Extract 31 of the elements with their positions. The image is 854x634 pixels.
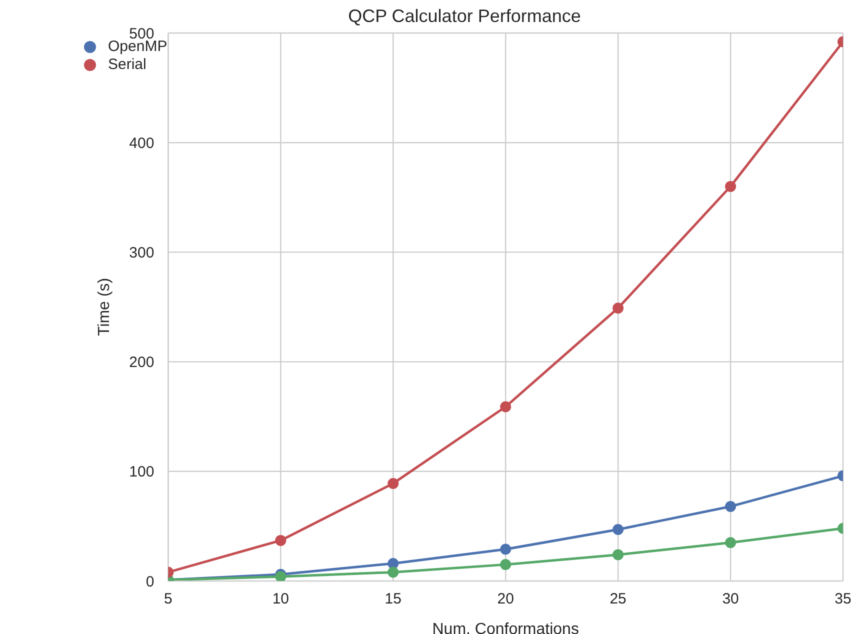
chart-title: QCP Calculator Performance	[347, 6, 582, 27]
point	[500, 559, 512, 570]
x-tick-label: 25	[610, 590, 626, 608]
y-axis-title: Time (s)	[96, 278, 113, 336]
point	[500, 544, 512, 555]
x-tick-label: 10	[272, 590, 290, 608]
point	[725, 500, 736, 512]
y-tick-label: 200	[129, 354, 154, 372]
point	[275, 571, 286, 581]
legend-label: OpenMP	[108, 38, 168, 55]
y-tick-label: 0	[146, 573, 154, 590]
point	[725, 537, 736, 548]
y-tick-label: 300	[129, 244, 154, 262]
point	[388, 566, 399, 578]
point	[388, 478, 399, 489]
x-tick-label: 5	[164, 590, 172, 608]
point	[275, 534, 286, 546]
x-tick-label: 15	[384, 590, 402, 608]
legend-label: Serial	[108, 56, 146, 73]
y-tick-label: 100	[129, 464, 154, 481]
x-tick-label: 30	[722, 590, 739, 608]
point	[500, 401, 512, 412]
x-tick-label: 35	[834, 590, 852, 608]
point	[612, 302, 624, 314]
point	[612, 549, 624, 560]
y-tick-label: 400	[129, 134, 154, 152]
point	[612, 524, 624, 535]
point	[725, 180, 736, 192]
point	[388, 558, 399, 569]
x-tick-label: 20	[497, 590, 514, 608]
x-axis-title: Num. Conformations	[432, 621, 579, 634]
